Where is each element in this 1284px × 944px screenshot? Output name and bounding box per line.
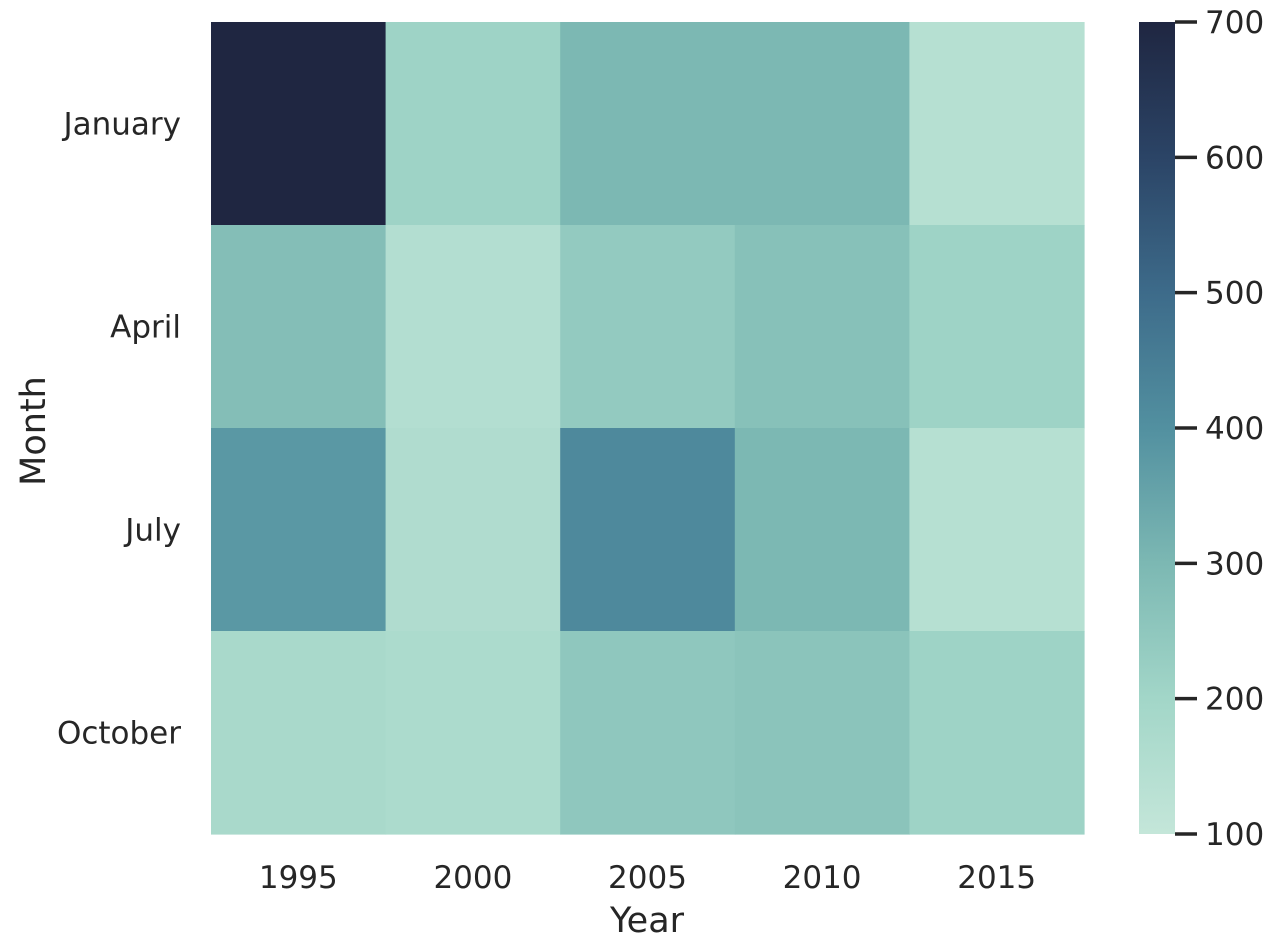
heatmap-cell: [734, 225, 910, 429]
colorbar-tick-label: 300: [1205, 546, 1264, 582]
x-tick-label: 2000: [433, 860, 512, 896]
heatmap-cell: [211, 631, 387, 835]
heatmap-cell: [385, 22, 561, 226]
colorbar-tick-label: 400: [1205, 411, 1264, 447]
heatmap-cell: [385, 428, 561, 632]
x-tick-label: 2010: [783, 860, 862, 896]
x-axis-title: Year: [609, 901, 685, 941]
heatmap-cell: [734, 428, 910, 632]
y-tick-label: July: [123, 513, 181, 549]
y-tick-label: October: [57, 716, 181, 752]
heatmap-cell: [734, 631, 910, 835]
colorbar: [1139, 22, 1175, 834]
x-tick-label: 1995: [259, 860, 338, 896]
x-tick-label: 2005: [608, 860, 687, 896]
heatmap-cell: [560, 631, 736, 835]
heatmap-cell: [211, 428, 387, 632]
y-axis-title: Month: [14, 376, 54, 486]
heatmap-cell: [385, 225, 561, 429]
colorbar-tick-label: 600: [1205, 140, 1264, 176]
x-tick-label: 2015: [957, 860, 1036, 896]
heatmap-cells: [211, 22, 1085, 835]
heatmap-cell: [909, 428, 1085, 632]
colorbar-tick-label: 100: [1205, 817, 1264, 853]
colorbar-ticks: 100 200 300 400 500 600 700: [1175, 5, 1264, 853]
y-tick-label: April: [110, 310, 181, 346]
colorbar-tick-label: 700: [1205, 5, 1264, 41]
heatmap-cell: [211, 225, 387, 429]
heatmap-cell: [560, 225, 736, 429]
heatmap-cell: [560, 428, 736, 632]
colorbar-tick-label: 500: [1205, 276, 1264, 312]
heatmap-cell: [211, 22, 387, 226]
heatmap-cell: [734, 22, 910, 226]
heatmap-cell: [385, 631, 561, 835]
y-tick-labels: January April July October: [57, 107, 181, 752]
heatmap-cell: [909, 225, 1085, 429]
colorbar-tick-label: 200: [1205, 682, 1264, 718]
heatmap-cell: [909, 631, 1085, 835]
heatmap-cell: [909, 22, 1085, 226]
heatmap-cell: [560, 22, 736, 226]
y-tick-label: January: [61, 107, 181, 143]
x-tick-labels: 1995 2000 2005 2010 2015: [259, 860, 1036, 896]
